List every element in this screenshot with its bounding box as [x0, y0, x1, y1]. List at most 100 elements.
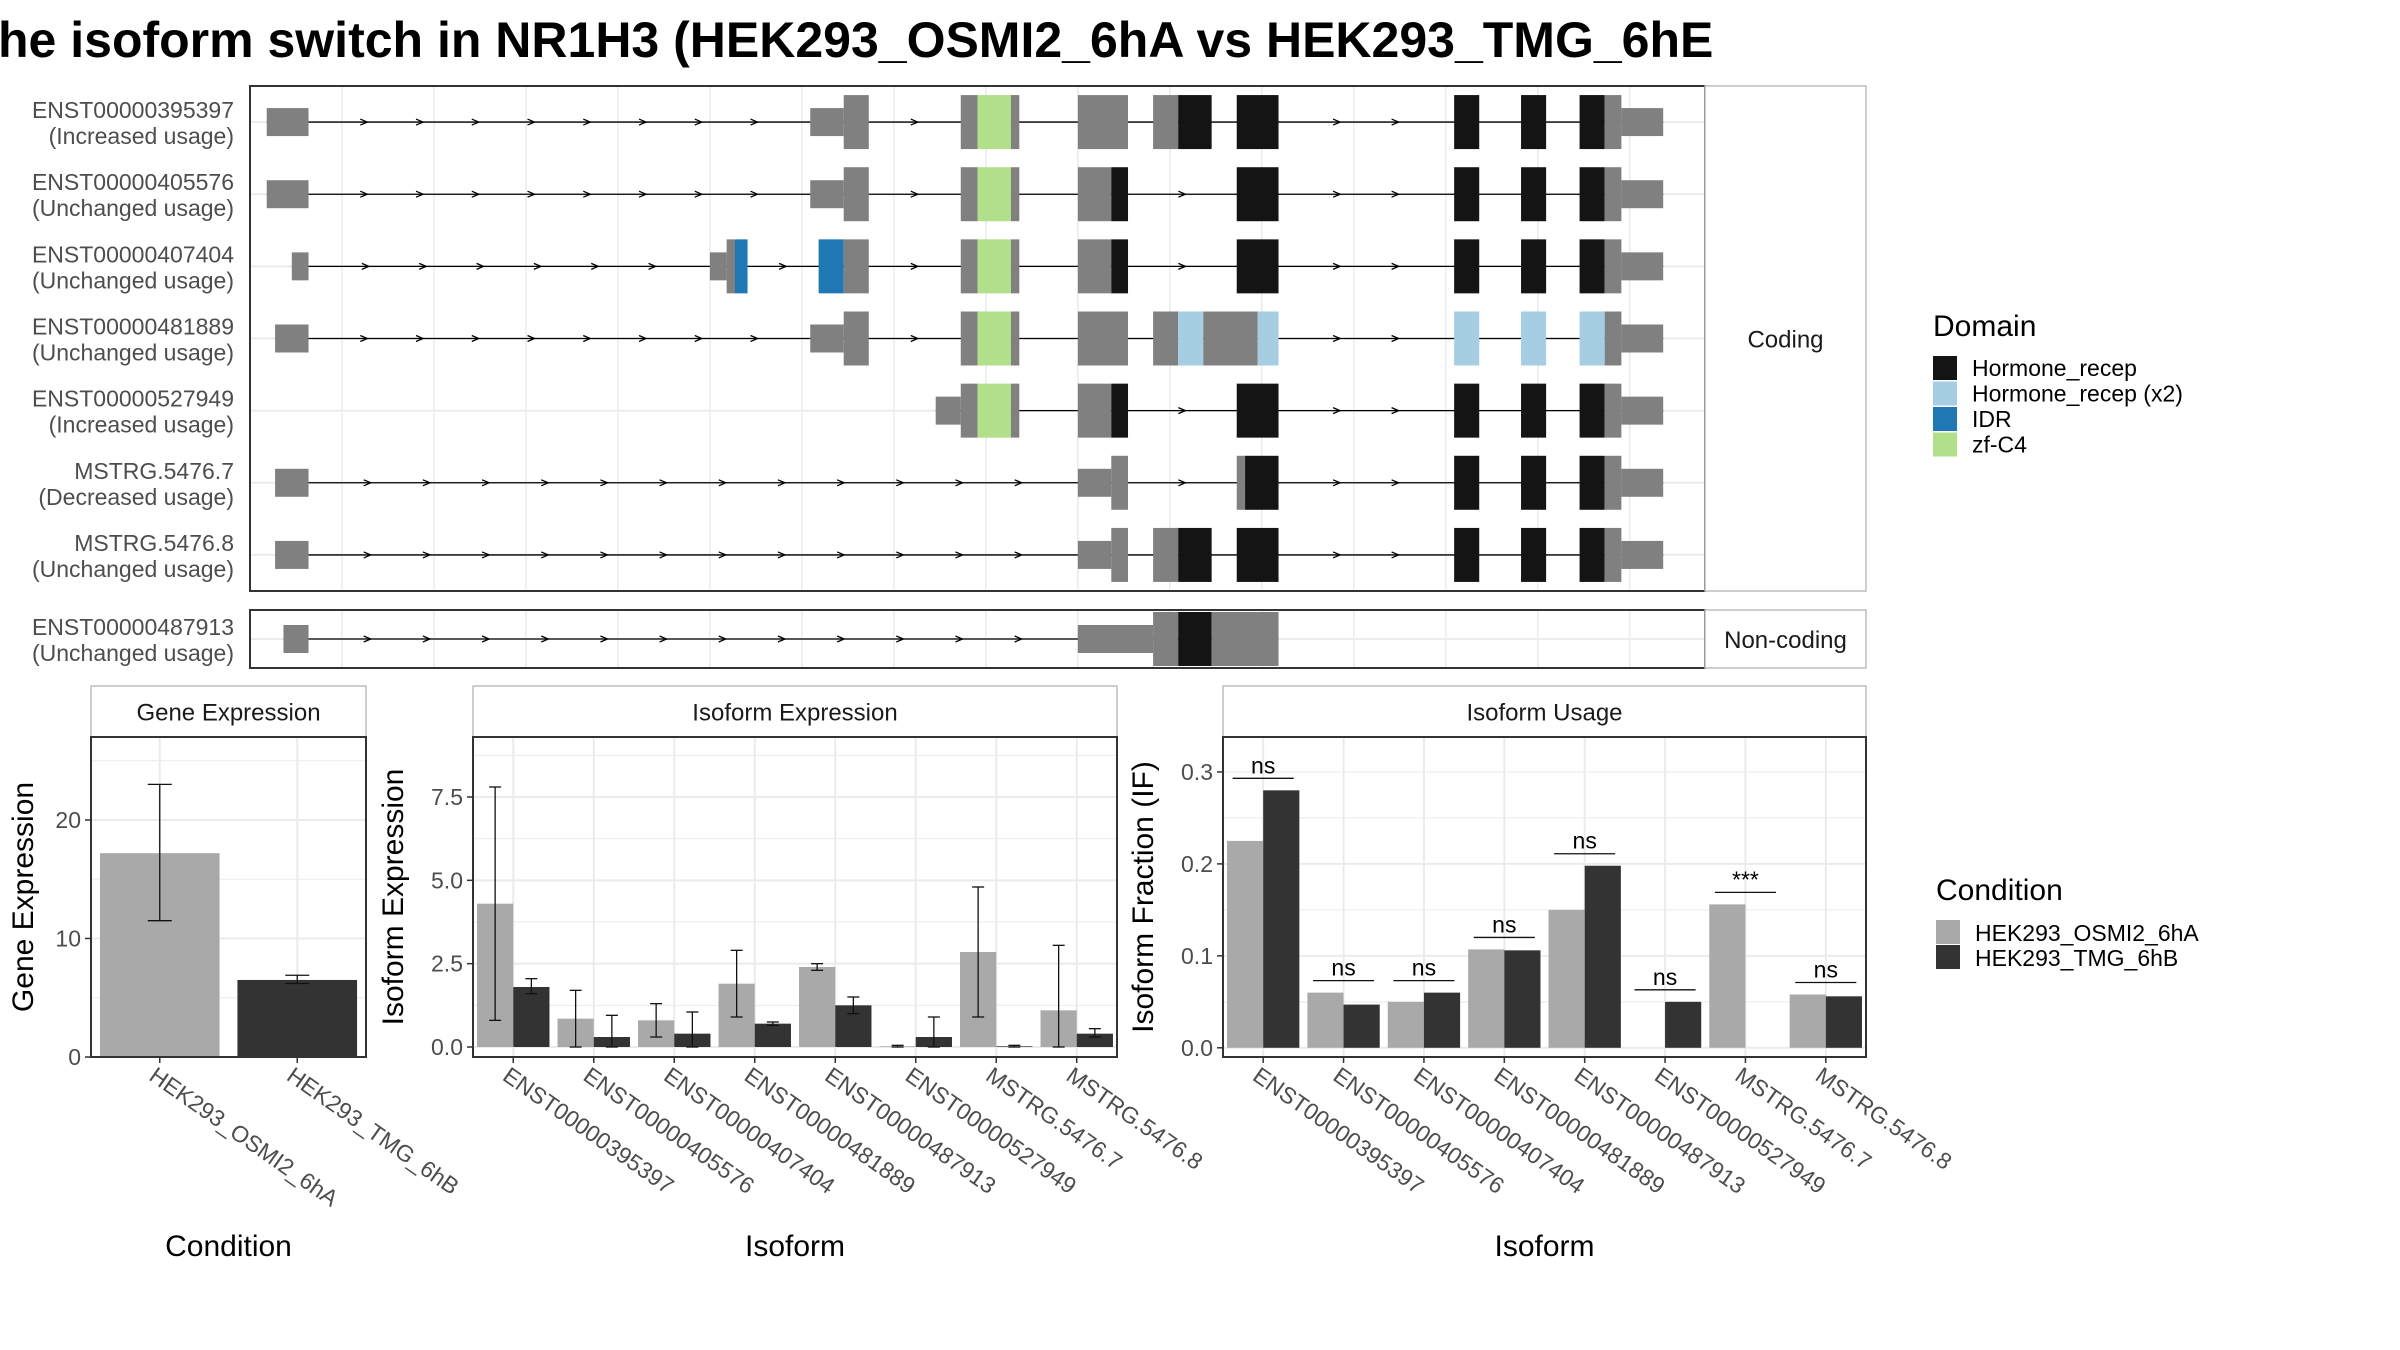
- bar-panel-1: Isoform Expression0.02.55.07.5ENST000003…: [377, 685, 1208, 1263]
- exon-hormone-recep: [1111, 239, 1129, 294]
- exon-hormone-recep: [1521, 95, 1547, 150]
- intron-arrow: [1391, 190, 1401, 198]
- intron-arrow: [418, 262, 428, 270]
- x-tick-label: MSTRG.5476.8: [1062, 1062, 1208, 1175]
- x-axis-title: Isoform: [745, 1230, 845, 1263]
- exon-utr: [810, 108, 844, 137]
- intron-arrow: [718, 551, 728, 559]
- y-tick-label: 20: [55, 807, 81, 833]
- domain-legend-label: zf-C4: [1972, 432, 2027, 458]
- exon-cds: [1153, 527, 1179, 582]
- intron-arrow: [955, 551, 965, 559]
- exon-utr: [275, 468, 309, 497]
- exon-cds: [1010, 167, 1020, 222]
- exon-hormone-recep: [1178, 95, 1212, 150]
- exon-utr: [1621, 396, 1664, 425]
- exon-hormone-recep: [1454, 383, 1480, 438]
- exon-utr: [275, 540, 309, 569]
- coding-strip: [1704, 85, 1867, 592]
- exon-cds: [1604, 239, 1622, 294]
- intron-arrow: [896, 479, 905, 487]
- facet-strip: [472, 685, 1118, 738]
- bar: [1343, 1004, 1380, 1048]
- exon-hormone-recep: [1521, 527, 1547, 582]
- intron-arrow: [648, 262, 658, 270]
- exon-utr: [1621, 540, 1664, 569]
- intron-arrow: [361, 262, 371, 270]
- exon-hormone-recep: [1236, 167, 1279, 222]
- transcript-usage-label: (Unchanged usage): [32, 267, 234, 293]
- exon-hormone-recep: [1579, 455, 1605, 510]
- y-tick-label: 7.5: [431, 784, 463, 810]
- bar: [1665, 1001, 1702, 1048]
- exon-utr: [810, 324, 844, 353]
- intron-arrow: [363, 635, 373, 643]
- exon-hormone-recep: [1521, 167, 1547, 222]
- exon-utr: [1621, 108, 1664, 137]
- exon-cds: [843, 239, 869, 294]
- intron-arrow: [527, 118, 537, 126]
- x-axis-title: Isoform: [1494, 1230, 1594, 1263]
- intron-arrow: [1391, 551, 1401, 559]
- exon-cds: [1604, 311, 1622, 366]
- intron-arrow: [481, 479, 491, 487]
- intron-arrow: [360, 190, 369, 198]
- intron-arrow: [415, 190, 425, 198]
- exon-cds: [1010, 311, 1020, 366]
- domain-legend-label: IDR: [1972, 406, 2012, 432]
- exon-hormone-recep-x2-: [1454, 311, 1480, 366]
- transcript-id-label: ENST00000407404: [32, 241, 234, 267]
- intron-arrow: [363, 551, 373, 559]
- intron-arrow: [1391, 334, 1401, 343]
- intron-arrow: [777, 635, 787, 643]
- figure-title: he isoform switch in NR1H3 (HEK293_OSMI2…: [0, 12, 1713, 68]
- exon-cds: [1010, 239, 1020, 294]
- exon-cds: [1604, 455, 1622, 510]
- bar: [1307, 992, 1344, 1048]
- bar: [1548, 909, 1585, 1048]
- exon-hormone-recep: [1579, 527, 1605, 582]
- intron-arrow: [422, 479, 432, 487]
- intron-arrow: [955, 479, 965, 487]
- domain-legend-key: [1933, 407, 1957, 431]
- intron-arrow: [583, 334, 592, 343]
- intron-arrow: [1391, 407, 1401, 415]
- exon-utr: [266, 108, 309, 137]
- transcript-usage-label: (Unchanged usage): [32, 640, 234, 666]
- intron-arrow: [476, 262, 486, 270]
- exon-utr: [810, 180, 844, 209]
- exon-hormone-recep: [1236, 527, 1279, 582]
- intron-arrow: [1178, 190, 1188, 198]
- exon-cds: [1604, 383, 1622, 438]
- exon-cds: [960, 239, 978, 294]
- transcript-id-label: ENST00000395397: [32, 97, 234, 123]
- intron-arrow: [694, 118, 704, 126]
- exon-hormone-recep: [1454, 239, 1480, 294]
- significance-label: ns: [1251, 752, 1275, 778]
- facet-strip: [1222, 685, 1867, 738]
- exon-cds: [960, 95, 978, 150]
- intron-arrow: [360, 118, 369, 126]
- exon-hormone-recep: [1178, 612, 1212, 666]
- intron-arrow: [481, 635, 491, 643]
- facet-title: Isoform Usage: [1466, 700, 1622, 727]
- bar: [1387, 1001, 1424, 1048]
- exon-cds: [1236, 455, 1246, 510]
- exon-cds: [1604, 527, 1622, 582]
- exon-hormone-recep: [1454, 95, 1480, 150]
- intron-arrow: [533, 262, 543, 270]
- exon-cds: [1211, 612, 1279, 666]
- exon-cds: [1010, 383, 1020, 438]
- intron-arrow: [471, 190, 481, 198]
- exon-zf-c4: [977, 311, 1011, 366]
- intron-arrow: [1178, 407, 1188, 415]
- transcript-id-label: ENST00000487913: [32, 614, 234, 640]
- intron-arrow: [1178, 262, 1188, 270]
- transcript-row: ENST00000407404(Unchanged usage): [32, 239, 1705, 294]
- exon-hormone-recep: [1236, 383, 1279, 438]
- x-tick-label: MSTRG.5476.8: [1811, 1062, 1957, 1175]
- panel-border: [1222, 736, 1867, 1058]
- exon-hormone-recep: [1111, 383, 1129, 438]
- exon-hormone-recep: [1579, 95, 1605, 150]
